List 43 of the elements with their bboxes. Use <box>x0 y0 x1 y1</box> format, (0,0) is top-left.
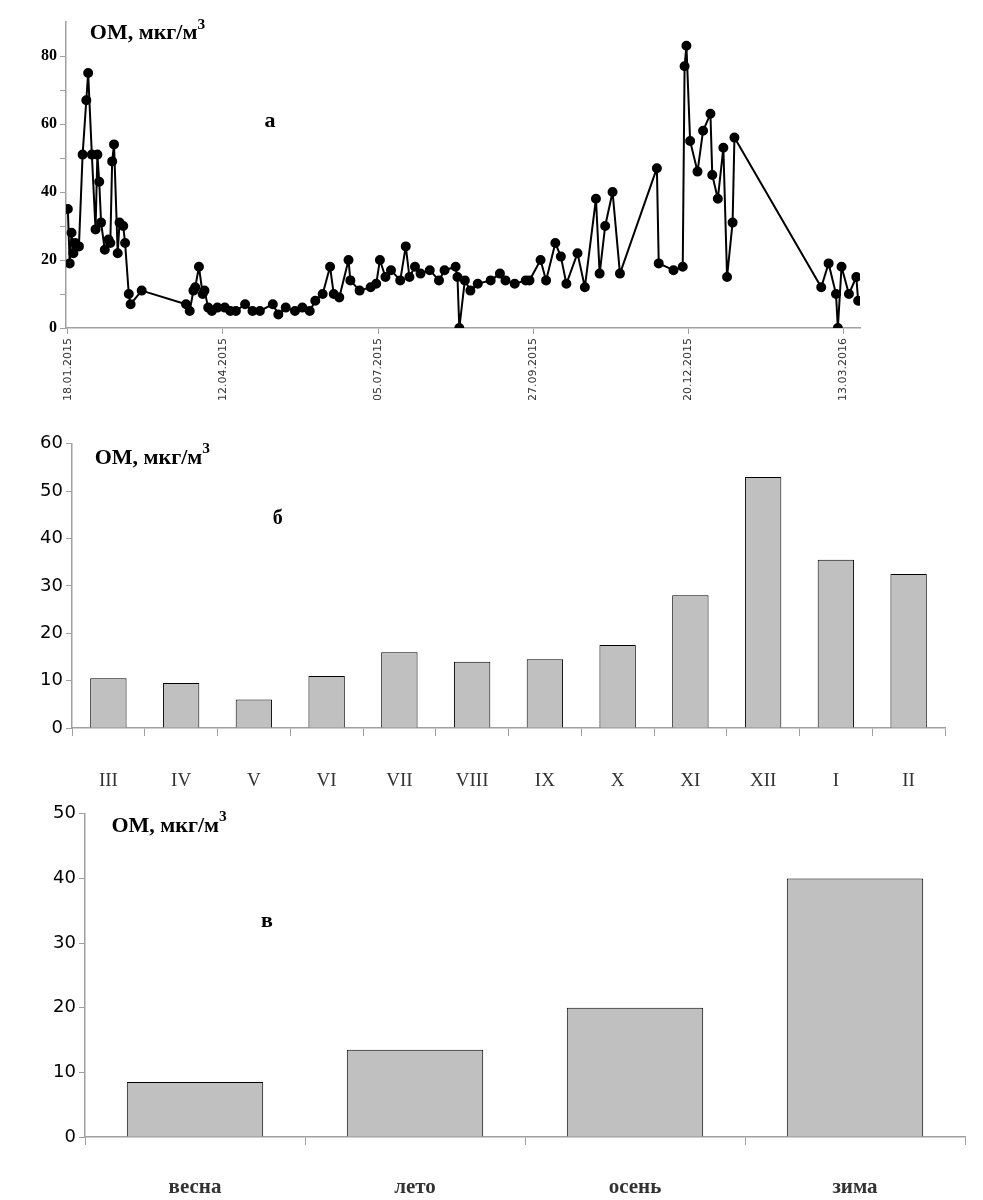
y-tick-label: 0 <box>49 318 57 336</box>
x-tick-label: XII <box>749 769 777 791</box>
annotation: а <box>264 107 276 133</box>
y-tick-label: 10 <box>40 668 63 690</box>
x-tick-label: XI <box>680 769 701 791</box>
x-tick-label: 20.12.2015 <box>681 338 695 401</box>
x-tick-label: VI <box>316 769 337 791</box>
x-tick-label: IX <box>534 769 556 791</box>
x-tick-label: V <box>247 769 262 791</box>
x-tick-label: VII <box>386 769 413 791</box>
x-tick-label: I <box>832 769 840 791</box>
x-tick-label: 12.04.2015 <box>215 338 229 401</box>
y-tick-label: 0 <box>64 1124 76 1146</box>
x-tick-label: II <box>902 769 915 791</box>
x-tick-label: III <box>98 769 118 791</box>
y-tick-label: 30 <box>53 930 76 952</box>
y-tick-label: 30 <box>40 573 63 595</box>
y-tick-label: 40 <box>41 182 57 200</box>
x-tick-label: IV <box>171 769 192 791</box>
y-tick-label: 20 <box>41 250 57 268</box>
x-tick-label: осень <box>608 1174 662 1199</box>
x-tick-label: весна <box>168 1174 222 1199</box>
x-tick-label: VIII <box>455 769 489 791</box>
y-tick-label: 10 <box>53 1060 76 1082</box>
y-tick-label: 50 <box>53 801 76 823</box>
y-tick-label: 20 <box>40 620 63 642</box>
y-tick-label: 20 <box>53 995 76 1017</box>
y-tick-label: 80 <box>41 46 57 64</box>
y-tick-label: 40 <box>40 526 63 548</box>
x-tick-label: лето <box>394 1174 436 1199</box>
y-tick-label: 60 <box>41 114 57 132</box>
x-tick-label: 13.03.2016 <box>836 338 850 401</box>
x-tick-label: X <box>610 769 625 791</box>
y-tick-label: 50 <box>40 478 63 500</box>
y-tick-label: 0 <box>51 715 63 737</box>
y-tick-label: 40 <box>53 866 76 888</box>
y-tick-label: 60 <box>40 431 63 453</box>
x-tick-label: 05.07.2015 <box>370 338 384 401</box>
x-tick-label: зима <box>832 1174 879 1199</box>
annotation: б <box>272 506 283 529</box>
x-tick-label: 18.01.2015 <box>60 338 74 401</box>
x-tick-label: 27.09.2015 <box>526 338 540 401</box>
annotation: в <box>261 907 273 933</box>
